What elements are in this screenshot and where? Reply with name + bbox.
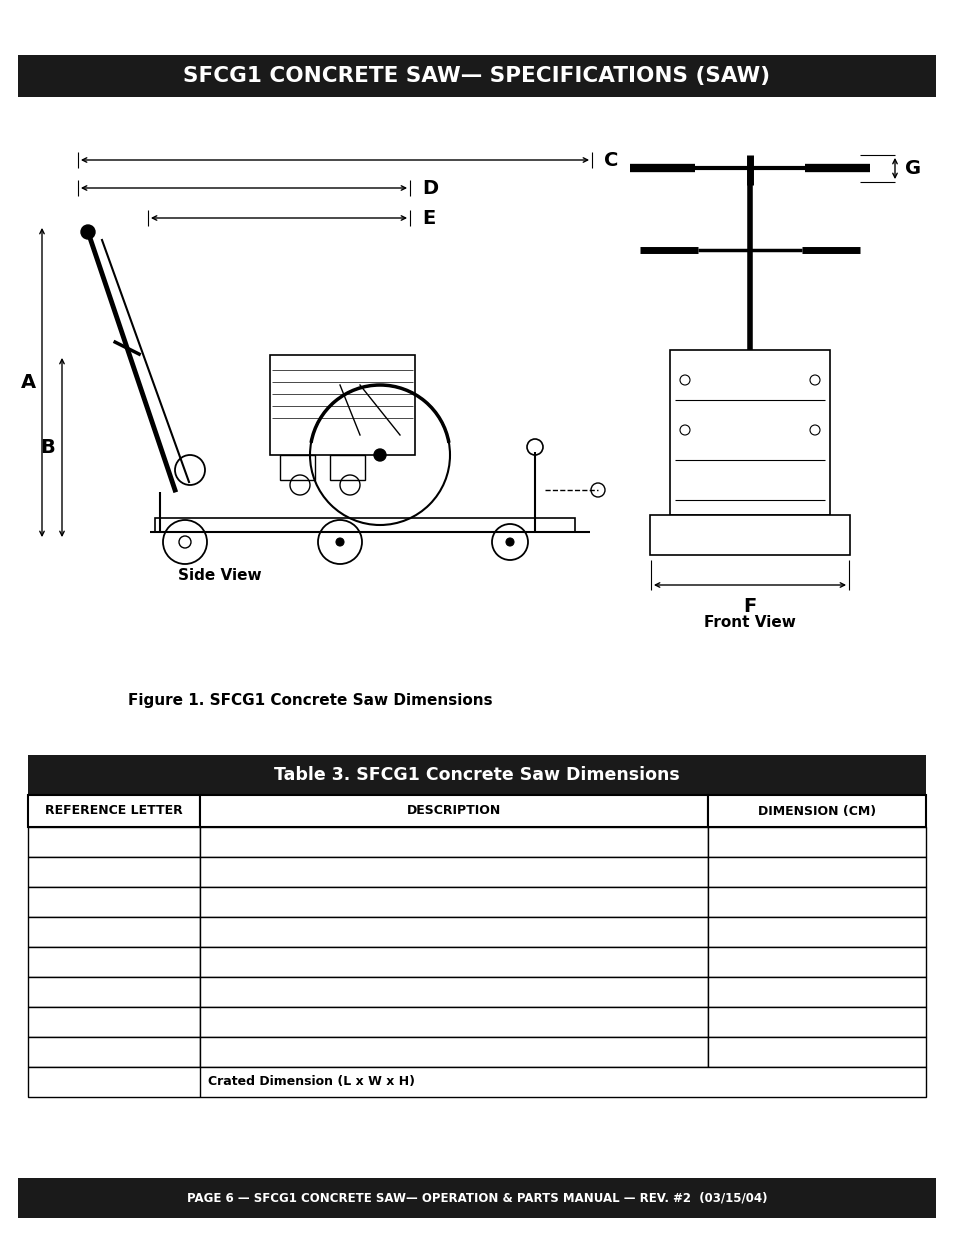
Bar xyxy=(28,857,200,887)
Bar xyxy=(200,857,707,887)
Text: B: B xyxy=(41,438,55,457)
Text: D: D xyxy=(421,179,437,198)
Text: Front View: Front View xyxy=(703,615,795,630)
Text: Side View: Side View xyxy=(178,568,261,583)
Text: REFERENCE LETTER: REFERENCE LETTER xyxy=(46,804,183,818)
Bar xyxy=(28,977,200,1007)
Bar xyxy=(200,887,707,918)
Bar xyxy=(28,755,925,795)
Text: G: G xyxy=(904,159,921,178)
Circle shape xyxy=(335,538,344,546)
Bar xyxy=(28,918,200,947)
Text: Crated Dimension (L x W x H): Crated Dimension (L x W x H) xyxy=(208,1076,415,1088)
Bar xyxy=(707,918,925,947)
Bar xyxy=(28,1037,200,1067)
Bar xyxy=(707,857,925,887)
Bar xyxy=(28,1007,200,1037)
Bar xyxy=(28,795,200,827)
Text: E: E xyxy=(421,209,435,227)
Bar xyxy=(707,1037,925,1067)
Circle shape xyxy=(181,538,189,546)
Bar xyxy=(200,1007,707,1037)
Bar xyxy=(200,1037,707,1067)
Text: DESCRIPTION: DESCRIPTION xyxy=(407,804,500,818)
Bar xyxy=(707,795,925,827)
Bar xyxy=(28,887,200,918)
Circle shape xyxy=(505,538,514,546)
Text: DIMENSION (CM): DIMENSION (CM) xyxy=(757,804,875,818)
Bar xyxy=(707,887,925,918)
Bar xyxy=(669,350,829,515)
Bar xyxy=(270,354,415,454)
Bar xyxy=(707,827,925,857)
Bar xyxy=(707,1007,925,1037)
Bar xyxy=(200,947,707,977)
Bar xyxy=(200,795,707,827)
Text: F: F xyxy=(742,597,756,616)
Bar xyxy=(28,947,200,977)
Bar xyxy=(154,517,575,532)
Bar xyxy=(200,918,707,947)
Bar xyxy=(18,56,935,98)
Bar xyxy=(280,454,314,480)
Bar xyxy=(18,1178,935,1218)
Bar xyxy=(707,977,925,1007)
Circle shape xyxy=(81,225,95,240)
Bar xyxy=(200,977,707,1007)
Bar xyxy=(707,947,925,977)
Text: A: A xyxy=(20,373,35,391)
Text: Figure 1. SFCG1 Concrete Saw Dimensions: Figure 1. SFCG1 Concrete Saw Dimensions xyxy=(128,693,492,708)
Bar xyxy=(649,515,849,555)
Bar xyxy=(28,1067,925,1097)
Circle shape xyxy=(374,450,386,461)
Text: Table 3. SFCG1 Concrete Saw Dimensions: Table 3. SFCG1 Concrete Saw Dimensions xyxy=(274,766,679,784)
Bar xyxy=(330,454,365,480)
Bar xyxy=(28,827,200,857)
Text: C: C xyxy=(603,151,618,169)
Text: SFCG1 CONCRETE SAW— SPECIFICATIONS (SAW): SFCG1 CONCRETE SAW— SPECIFICATIONS (SAW) xyxy=(183,65,770,86)
Text: PAGE 6 — SFCG1 CONCRETE SAW— OPERATION & PARTS MANUAL — REV. #2  (03/15/04): PAGE 6 — SFCG1 CONCRETE SAW— OPERATION &… xyxy=(187,1192,766,1204)
Bar xyxy=(200,827,707,857)
Circle shape xyxy=(179,536,191,548)
